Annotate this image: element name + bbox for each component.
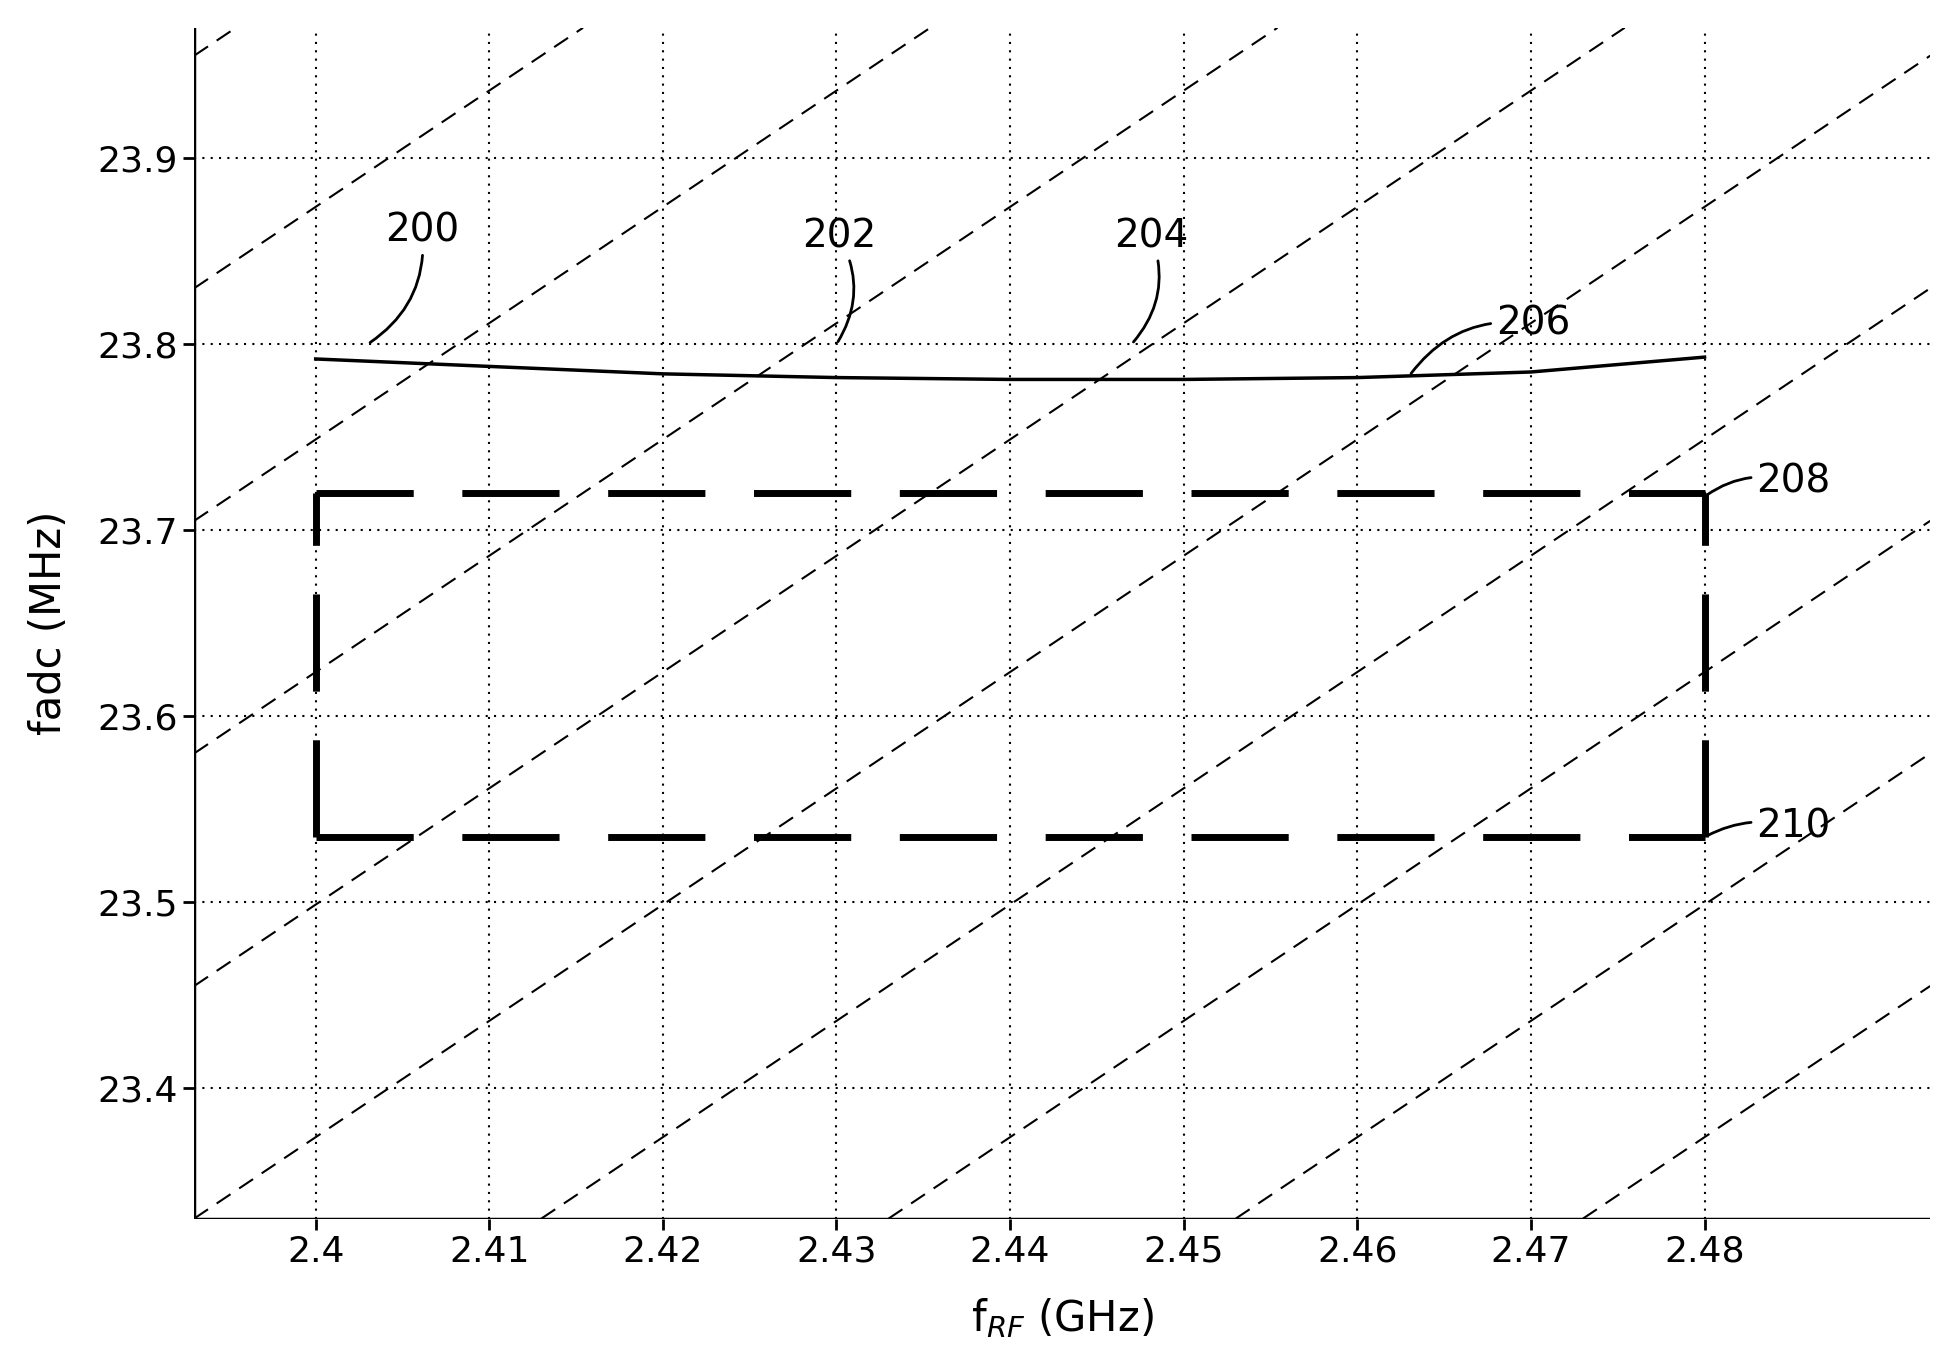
Text: 208: 208 [1707, 462, 1830, 501]
Y-axis label: fadc (MHz): fadc (MHz) [27, 512, 70, 736]
Text: 204: 204 [1114, 218, 1188, 342]
Text: 202: 202 [800, 218, 875, 342]
Text: 206: 206 [1411, 305, 1570, 373]
Text: 200: 200 [370, 212, 460, 342]
Text: 210: 210 [1707, 807, 1830, 845]
X-axis label: f$_{RF}$ (GHz): f$_{RF}$ (GHz) [971, 1297, 1153, 1341]
